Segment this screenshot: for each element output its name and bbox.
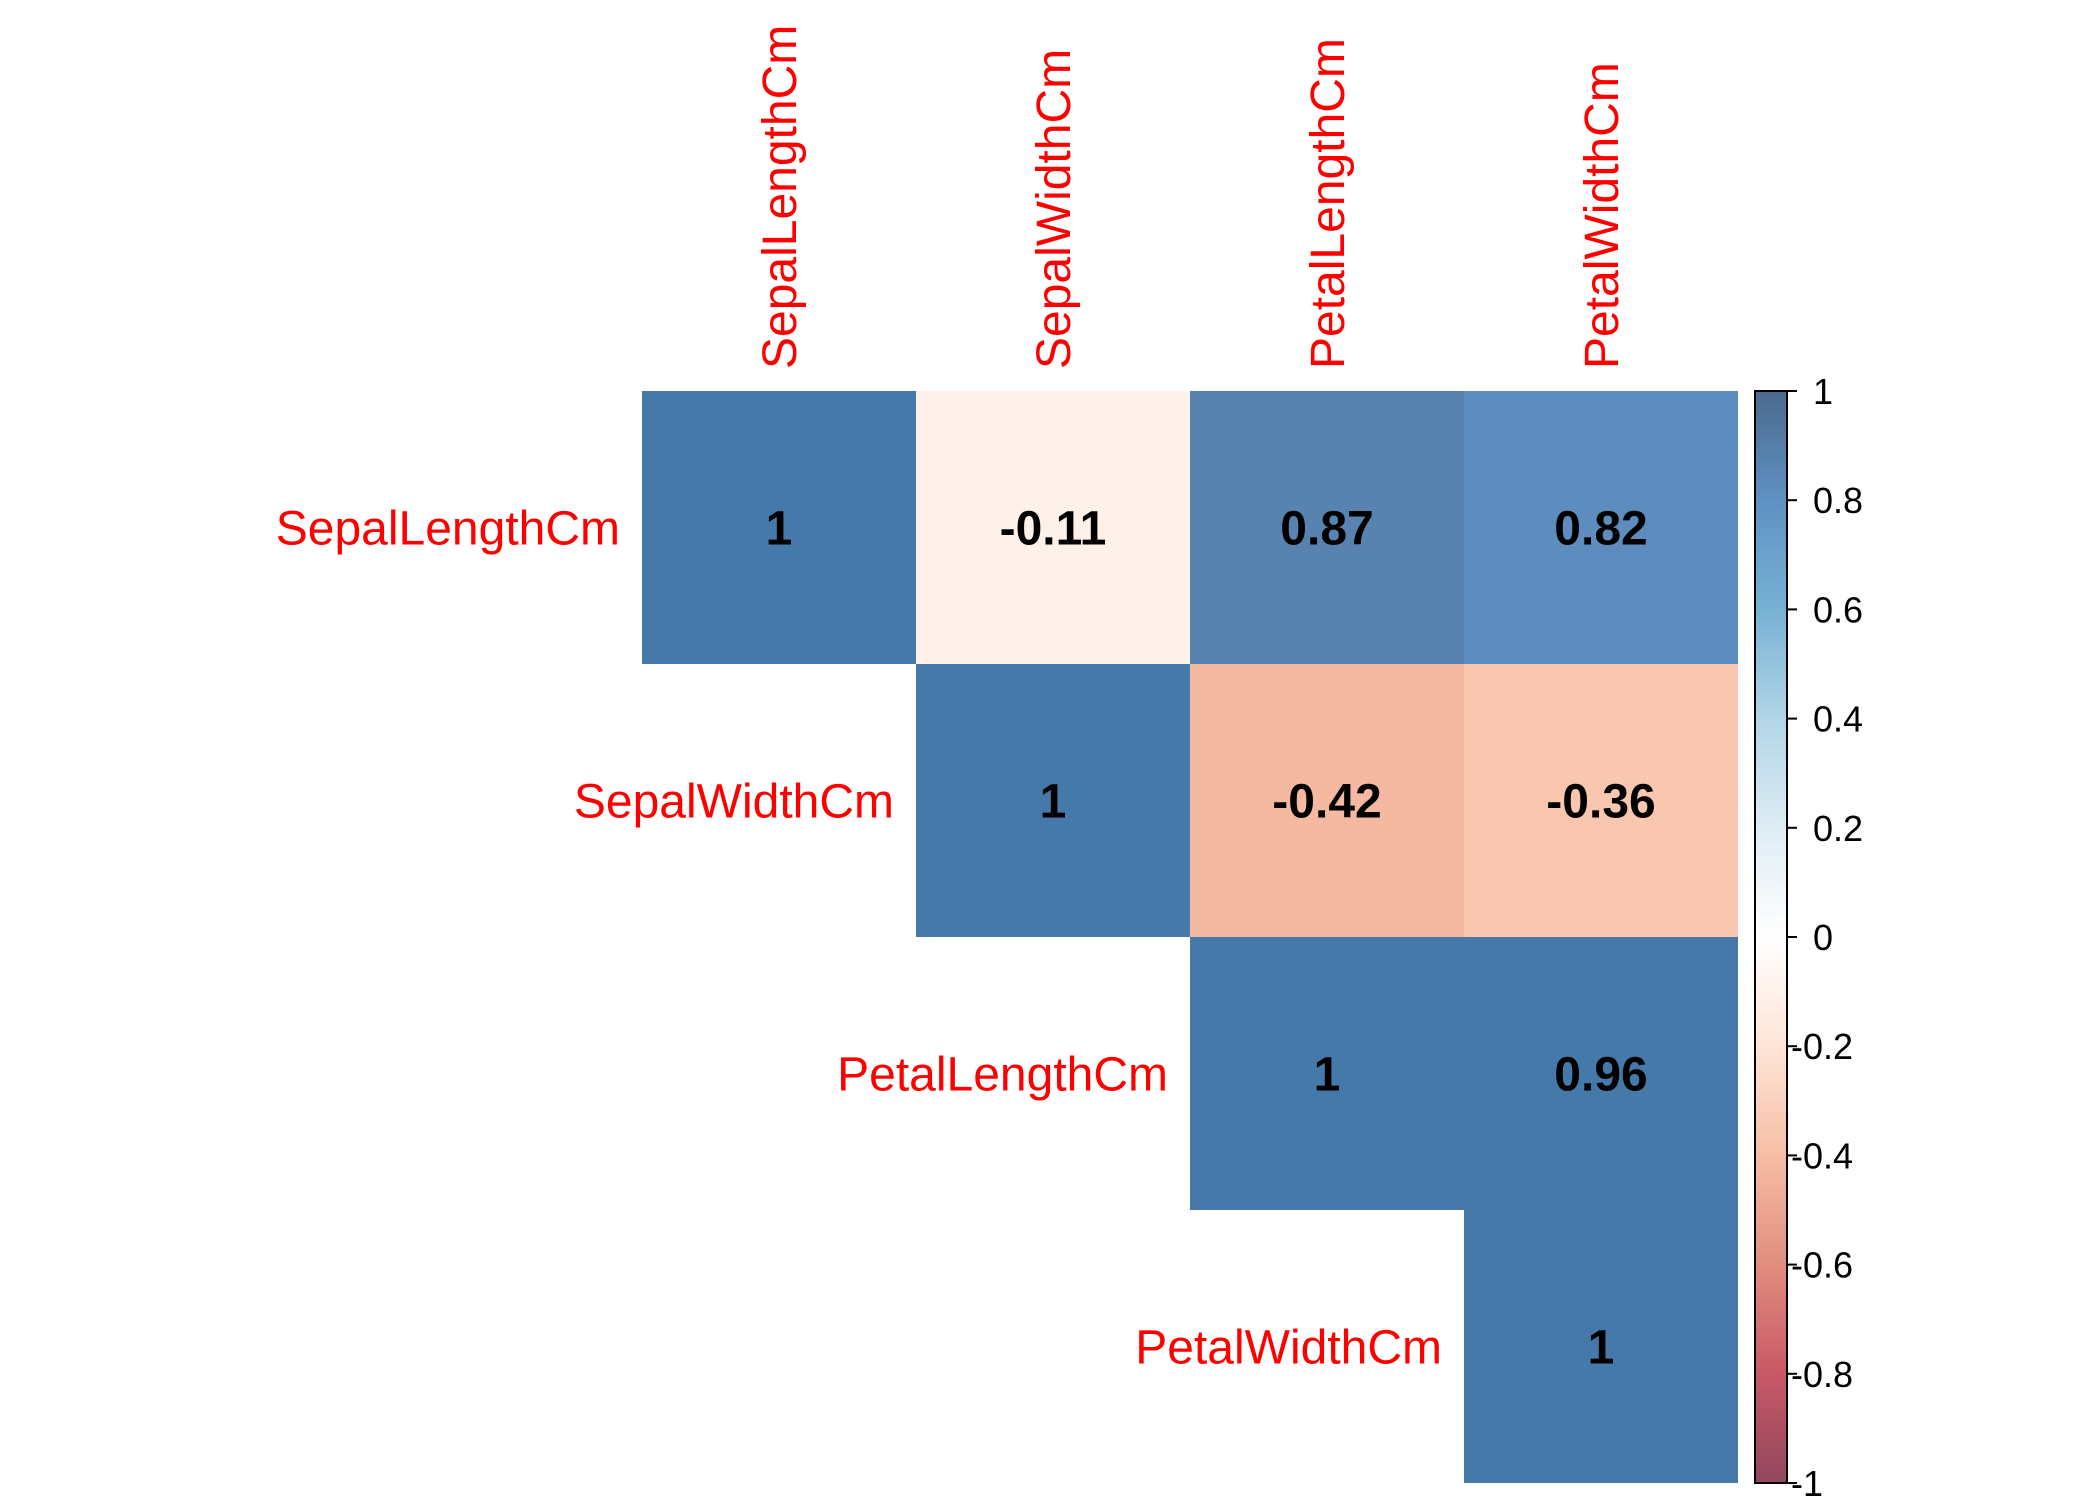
heatmap-cell-SepalWidthCm-SepalWidthCm (916, 664, 1190, 937)
column-label-SepalWidthCm: SepalWidthCm (1028, 49, 1081, 369)
heatmap-cell-SepalWidthCm-PetalWidthCm (1464, 664, 1738, 937)
cell-value-label: -0.11 (1000, 503, 1107, 556)
cell-value-label: 0.96 (1554, 1049, 1647, 1102)
colorbar-tick-label: 0.2 (1813, 808, 1863, 849)
colorbar-tick-label: -0.8 (1791, 1354, 1853, 1395)
colorbar-tick-label: -0.6 (1791, 1245, 1853, 1286)
row-labels: SepalLengthCm SepalWidthCm PetalLengthCm Pe… (276, 503, 1442, 1375)
heatmap-cell-SepalWidthCm-PetalLengthCm (1190, 664, 1464, 937)
cell-value-label: -0.42 (1272, 776, 1381, 829)
cell-value-label: 1 (766, 503, 793, 556)
colorbar-tick-label: 0 (1813, 917, 1833, 958)
colorbar-tick-label: 0.4 (1813, 699, 1863, 740)
cell-value-label: 1 (1040, 776, 1067, 829)
heatmap-cell-SepalLengthCm-PetalWidthCm (1464, 391, 1738, 664)
row-label-SepalLengthCm: SepalLengthCm (276, 503, 620, 556)
heatmap-cell-PetalLengthCm-PetalWidthCm (1464, 937, 1738, 1210)
colorbar-tick-label: -0.4 (1791, 1135, 1853, 1176)
colorbar-ticks: 1 0.8 0.6 0.4 0.2 0 -0.2 -0.4 -0.6 -0.8 -1 (1787, 371, 1863, 1500)
colorbar-tick-label: -0.2 (1791, 1026, 1853, 1067)
cell-value-label: 1 (1588, 1322, 1615, 1375)
heatmap-cell-SepalLengthCm-PetalLengthCm (1190, 391, 1464, 664)
heatmap-cell-PetalLengthCm-PetalLengthCm (1190, 937, 1464, 1210)
cell-value-label: 0.82 (1554, 503, 1647, 556)
row-label-SepalWidthCm: SepalWidthCm (574, 776, 894, 829)
colorbar-tick-label: 1 (1813, 371, 1833, 412)
colorbar: 1 0.8 0.6 0.4 0.2 0 -0.2 -0.4 -0.6 -0.8 -1 (1754, 371, 1863, 1500)
cell-value-label: -0.36 (1546, 776, 1655, 829)
column-labels: SepalLengthCm SepalWidthCm PetalLengthCm Pe… (754, 25, 1629, 369)
column-label-SepalLengthCm: SepalLengthCm (754, 25, 807, 369)
heatmap-cell-PetalWidthCm-PetalWidthCm (1464, 1210, 1738, 1483)
row-label-PetalLengthCm: PetalLengthCm (837, 1049, 1168, 1102)
colorbar-tick-label: 0.6 (1813, 589, 1863, 630)
row-label-PetalWidthCm: PetalWidthCm (1135, 1322, 1442, 1375)
cell-value-label: 0.87 (1280, 503, 1373, 556)
heatmap-cell-labels: 1 -0.11 0.87 0.82 1 -0.42 -0.36 1 0.96 1 (766, 503, 1656, 1375)
colorbar-tick-label: -1 (1791, 1463, 1823, 1500)
heatmap-cell-SepalLengthCm-SepalLengthCm (642, 391, 916, 664)
colorbar-tick-label: 0.8 (1813, 480, 1863, 521)
heatmap-cell-SepalLengthCm-SepalWidthCm (916, 391, 1190, 664)
colorbar-gradient (1754, 390, 1788, 1484)
column-label-PetalWidthCm: PetalWidthCm (1576, 62, 1629, 369)
cell-value-label: 1 (1314, 1049, 1341, 1102)
column-label-PetalLengthCm: PetalLengthCm (1302, 38, 1355, 369)
heatmap-cells (642, 391, 1738, 1483)
